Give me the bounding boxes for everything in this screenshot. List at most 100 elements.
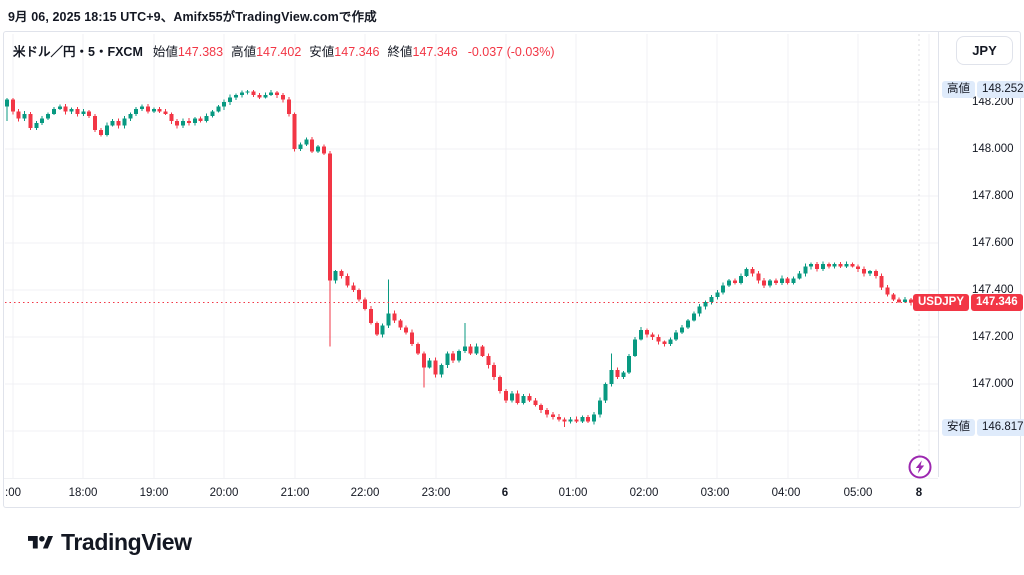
candlestick bbox=[662, 340, 667, 347]
candlestick bbox=[245, 89, 250, 95]
candlestick bbox=[597, 397, 602, 418]
time-tick-label: 02:00 bbox=[629, 487, 659, 499]
time-axis[interactable]: :00 18:00 19:00 20:00 21:00 22:00 23:00 6 01:00 0… bbox=[4, 478, 938, 508]
candlestick bbox=[586, 415, 591, 423]
candlestick bbox=[826, 262, 831, 269]
candlestick bbox=[533, 397, 538, 407]
price-tick-label: 147.000 bbox=[972, 377, 1014, 390]
chart-widget: 米ドル／円・5・FXCM 始値147.383 高値147.402 安値147.346 終… bbox=[3, 31, 1024, 508]
candlestick bbox=[134, 107, 139, 117]
last-price-badge: USDJPY 147.346 bbox=[913, 294, 1023, 312]
candlestick bbox=[545, 407, 550, 418]
candlestick bbox=[116, 118, 121, 129]
candlestick bbox=[157, 106, 162, 113]
candlestick bbox=[104, 122, 109, 137]
candlestick bbox=[838, 261, 843, 269]
candlestick bbox=[10, 97, 15, 115]
time-tick-label: 6 bbox=[501, 487, 509, 499]
candlestick bbox=[140, 104, 145, 112]
lightning-alert-icon[interactable] bbox=[907, 454, 933, 480]
candlestick bbox=[462, 322, 467, 353]
candlestick bbox=[697, 303, 702, 317]
candlestick bbox=[445, 351, 450, 368]
candlestick bbox=[5, 98, 9, 121]
high-price-badge: 高値 148.252 bbox=[942, 81, 1024, 99]
candlestick bbox=[756, 271, 761, 284]
ohlc-item: 安値147.346 bbox=[309, 45, 380, 59]
candlestick bbox=[233, 93, 238, 100]
candlestick bbox=[93, 114, 98, 133]
currency-jpy-button[interactable]: JPY bbox=[956, 36, 1013, 65]
candlestick bbox=[292, 112, 297, 152]
candlestick bbox=[539, 403, 544, 413]
ohlc-item: 始値147.383 bbox=[152, 45, 224, 59]
candlestick bbox=[650, 332, 655, 340]
candlestick bbox=[574, 416, 579, 424]
time-tick-label: :00 bbox=[5, 487, 21, 499]
candlestick bbox=[286, 97, 291, 117]
candlestick bbox=[680, 324, 685, 334]
candlestick bbox=[122, 115, 127, 129]
candlestick bbox=[110, 119, 115, 127]
candlestick bbox=[750, 266, 755, 277]
time-tick-label: 8 bbox=[915, 487, 923, 499]
candlestick bbox=[357, 288, 362, 302]
candlestick bbox=[275, 90, 280, 99]
candlestick bbox=[128, 112, 133, 122]
candlestick bbox=[210, 109, 215, 118]
candlestick bbox=[433, 357, 438, 378]
candlestick bbox=[785, 276, 790, 285]
candlestick bbox=[421, 351, 426, 388]
candlestick bbox=[404, 325, 409, 335]
candlestick bbox=[633, 337, 638, 358]
candlestick bbox=[721, 282, 726, 295]
candlestick bbox=[738, 273, 743, 285]
candlestick bbox=[192, 116, 197, 126]
candlestick bbox=[744, 267, 749, 278]
candlestick bbox=[398, 318, 403, 330]
candlestick bbox=[57, 104, 62, 111]
candlestick bbox=[321, 144, 326, 155]
candlestick bbox=[492, 362, 497, 380]
candlestick bbox=[885, 284, 890, 297]
price-tick-label: 148.200 bbox=[972, 95, 1014, 108]
candlestick bbox=[163, 108, 168, 115]
candlestick bbox=[339, 269, 344, 279]
candlestick bbox=[685, 318, 690, 330]
candlestick bbox=[386, 279, 391, 329]
candlestick bbox=[580, 415, 585, 424]
candlestick bbox=[867, 269, 872, 277]
candlestick bbox=[568, 417, 573, 424]
low-price-badge-value: 146.817 bbox=[977, 418, 1024, 436]
candlestick bbox=[468, 344, 473, 356]
candlestick-plot[interactable] bbox=[5, 34, 938, 478]
candlestick bbox=[509, 391, 514, 403]
candlestick bbox=[374, 321, 379, 336]
candlestick bbox=[844, 261, 849, 268]
candlestick bbox=[222, 99, 227, 110]
candlestick bbox=[204, 113, 209, 123]
candlestick bbox=[368, 306, 373, 325]
candlestick bbox=[674, 329, 679, 342]
candlestick bbox=[609, 353, 614, 387]
candlestick bbox=[345, 273, 350, 288]
price-change: -0.037 (-0.03%) bbox=[467, 45, 555, 59]
candlestick bbox=[550, 412, 555, 420]
candlestick bbox=[280, 92, 285, 103]
last-price-badge-label: USDJPY bbox=[913, 294, 970, 312]
candlestick bbox=[897, 297, 902, 304]
candlestick bbox=[691, 311, 696, 322]
candlestick bbox=[820, 261, 825, 272]
candlestick bbox=[439, 363, 444, 378]
candlestick bbox=[727, 278, 732, 288]
symbol-title: 米ドル／円・5・FXCM bbox=[13, 45, 143, 59]
candlestick bbox=[615, 367, 620, 380]
price-tick-label: 147.200 bbox=[972, 330, 1014, 343]
candlestick bbox=[175, 118, 180, 129]
time-tick-label: 19:00 bbox=[139, 487, 169, 499]
tradingview-logo[interactable]: TradingView bbox=[28, 529, 192, 556]
candlestick bbox=[181, 118, 186, 129]
candlestick bbox=[304, 137, 309, 147]
candlestick bbox=[879, 273, 884, 290]
price-axis[interactable]: 148.200 148.000 147.800 147.600 147.400 147.2… bbox=[938, 32, 1022, 477]
